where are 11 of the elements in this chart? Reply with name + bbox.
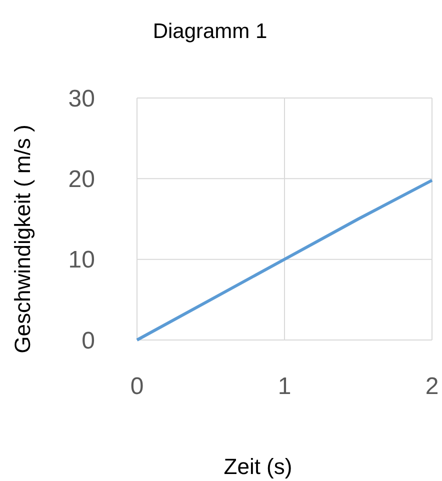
x-tick-label: 1: [278, 373, 292, 400]
y-tick-label: 30: [68, 85, 95, 112]
chart-title: Diagramm 1: [152, 20, 268, 43]
y-tick-label: 10: [68, 246, 95, 274]
x-tick-label: 0: [130, 373, 144, 400]
line-series: [136, 178, 434, 342]
y-axis-title: Geschwindigkeit ( m/s ): [10, 124, 35, 354]
x-axis-title: Zeit (s): [224, 454, 292, 479]
x-tick-label: 2: [425, 373, 439, 400]
y-tick-label: 20: [68, 166, 95, 194]
y-tick-label: 0: [82, 327, 95, 354]
